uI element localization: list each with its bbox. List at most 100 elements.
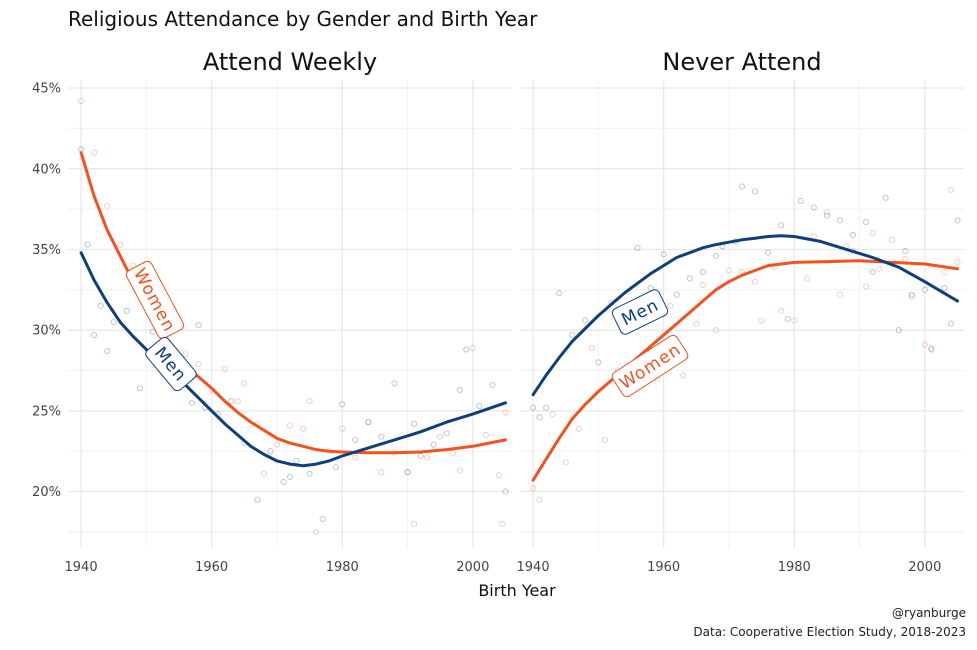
data-point [182, 351, 189, 358]
data-point [869, 230, 876, 237]
data-point [928, 344, 935, 351]
data-point [928, 346, 935, 353]
data-point [443, 430, 450, 437]
data-point [313, 528, 320, 535]
data-point [365, 419, 372, 426]
data-point [569, 331, 576, 338]
series-label: Women [125, 260, 185, 340]
data-point [117, 241, 124, 248]
data-point [863, 219, 870, 226]
data-point [954, 217, 961, 224]
x-tick-label: 1960 [647, 560, 680, 575]
data-point [91, 149, 98, 156]
data-point [575, 425, 582, 432]
data-point [97, 302, 104, 309]
facet-panels: Attend Weekly 20% 25% 30% 35% 40% 45% 1940 1960 1… [32, 48, 964, 575]
y-tick-label: 20% [32, 485, 61, 500]
data-point [582, 317, 589, 324]
data-point [104, 202, 111, 209]
data-point [502, 409, 509, 416]
series-label-box [145, 336, 197, 392]
data-point [908, 293, 915, 300]
x-tick-label: 1980 [778, 560, 811, 575]
data-point [260, 470, 267, 477]
data-point [424, 454, 431, 461]
data-point [234, 398, 241, 405]
series-label-box [125, 260, 185, 340]
data-point [784, 315, 791, 322]
data-point [339, 425, 346, 432]
data-point [536, 496, 543, 503]
data-point [430, 441, 437, 448]
data-point [869, 269, 876, 276]
data-point [725, 267, 732, 274]
data-point [391, 380, 398, 387]
x-tick-label: 1960 [195, 560, 228, 575]
data-point [78, 97, 85, 104]
data-point [482, 432, 489, 439]
data-point [921, 286, 928, 293]
facet-title: Attend Weekly [203, 48, 377, 76]
data-point [286, 422, 293, 429]
data-point [456, 386, 463, 393]
data-point [469, 344, 476, 351]
data-point [463, 346, 470, 353]
y-tick-label: 40% [32, 162, 61, 177]
caption-handle: @ryanburge [892, 606, 966, 620]
data-point [306, 470, 313, 477]
data-point [110, 319, 117, 326]
data-point [417, 453, 424, 460]
data-point [902, 256, 909, 263]
data-point [941, 269, 948, 276]
data-point [863, 283, 870, 290]
data-point [836, 217, 843, 224]
series-label-box [611, 289, 669, 335]
data-point [195, 361, 202, 368]
data-point [699, 269, 706, 276]
data-point [947, 320, 954, 327]
data-point [810, 204, 817, 211]
data-point [699, 281, 706, 288]
series-label-box [611, 334, 689, 398]
x-tick-label: 2000 [908, 560, 941, 575]
data-point [104, 348, 111, 355]
data-point [221, 365, 228, 372]
data-point [954, 259, 961, 266]
data-point [712, 252, 719, 259]
data-point [306, 398, 313, 405]
data-point [562, 459, 569, 466]
data-point [850, 231, 857, 238]
data-point [411, 520, 418, 527]
data-point [404, 469, 411, 476]
data-point [543, 404, 550, 411]
data-point [123, 307, 130, 314]
data-point [895, 327, 902, 334]
data-point [241, 380, 248, 387]
data-point [378, 433, 385, 440]
data-point [686, 275, 693, 282]
data-point [712, 327, 719, 334]
data-point [765, 249, 772, 256]
facet-panel: Attend Weekly 20% 25% 30% 35% 40% 45% 1940 1960 1… [32, 48, 512, 575]
data-point [352, 454, 359, 461]
data-point [778, 307, 785, 314]
data-point [588, 344, 595, 351]
data-point [530, 404, 537, 411]
facet-title: Never Attend [662, 48, 821, 76]
data-point [502, 488, 509, 495]
data-point [378, 469, 385, 476]
data-point [947, 186, 954, 193]
data-point [791, 317, 798, 324]
data-point [280, 478, 287, 485]
data-point [456, 467, 463, 474]
data-point [823, 212, 830, 219]
caption-source: Data: Cooperative Election Study, 2018-2… [693, 625, 966, 639]
data-point [739, 183, 746, 190]
y-tick-label: 45% [32, 82, 61, 97]
data-point [286, 473, 293, 480]
data-point [499, 520, 506, 527]
data-point [921, 341, 928, 348]
data-point [660, 251, 667, 258]
data-point [941, 285, 948, 292]
